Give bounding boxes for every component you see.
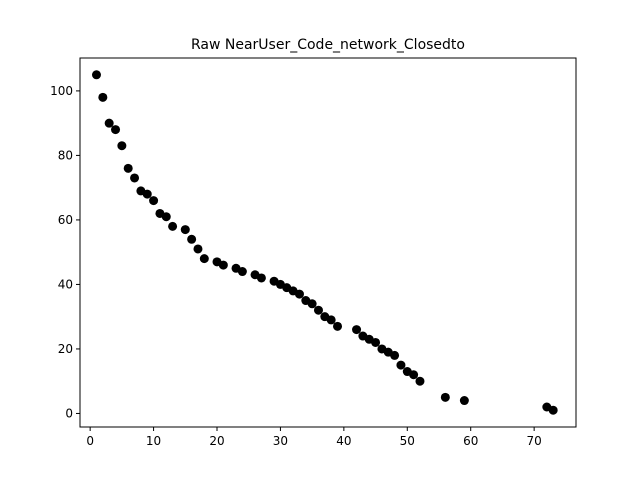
data-point <box>117 141 127 151</box>
data-point <box>104 118 114 128</box>
data-point <box>307 299 317 309</box>
data-point <box>548 405 558 415</box>
x-tick-label: 0 <box>86 434 94 448</box>
y-tick-label: 100 <box>50 84 73 98</box>
data-point <box>409 370 419 380</box>
data-point <box>313 305 323 315</box>
data-point <box>459 396 469 406</box>
data-point <box>440 392 450 402</box>
data-point <box>123 163 133 173</box>
x-tick-label: 10 <box>146 434 161 448</box>
x-tick-label: 60 <box>463 434 478 448</box>
data-point <box>199 254 209 264</box>
data-point <box>218 260 228 270</box>
data-point <box>396 360 406 370</box>
data-point <box>161 212 171 222</box>
data-point <box>130 173 140 183</box>
chart-title: Raw NearUser_Code_network_Closedto <box>191 37 465 53</box>
data-point <box>149 196 159 206</box>
data-point <box>256 273 266 283</box>
y-tick-label: 80 <box>58 148 73 162</box>
y-tick-label: 40 <box>58 277 73 291</box>
x-tick-label: 30 <box>273 434 288 448</box>
data-point <box>142 189 152 199</box>
data-point <box>371 337 381 347</box>
x-tick-label: 40 <box>336 434 351 448</box>
x-tick-label: 70 <box>526 434 541 448</box>
plot-area: 0 10 20 30 40 50 60 70 0 20 40 60 80 100 <box>50 70 558 448</box>
data-point <box>237 267 247 277</box>
data-point <box>98 92 108 102</box>
data-point <box>333 321 343 331</box>
x-tick-label: 20 <box>209 434 224 448</box>
data-point <box>294 289 304 299</box>
y-tick-label: 20 <box>58 342 73 356</box>
y-tick-label: 0 <box>65 406 73 420</box>
data-point <box>180 225 190 235</box>
data-point <box>91 70 101 80</box>
data-point <box>187 234 197 244</box>
data-point <box>390 350 400 360</box>
x-tick-label: 50 <box>400 434 415 448</box>
data-point <box>352 325 362 335</box>
data-point <box>326 315 336 325</box>
data-point <box>168 221 178 231</box>
axes-frame <box>79 57 577 428</box>
data-point <box>193 244 203 254</box>
y-tick-label: 60 <box>58 213 73 227</box>
data-point <box>111 125 121 135</box>
data-point <box>415 376 425 386</box>
